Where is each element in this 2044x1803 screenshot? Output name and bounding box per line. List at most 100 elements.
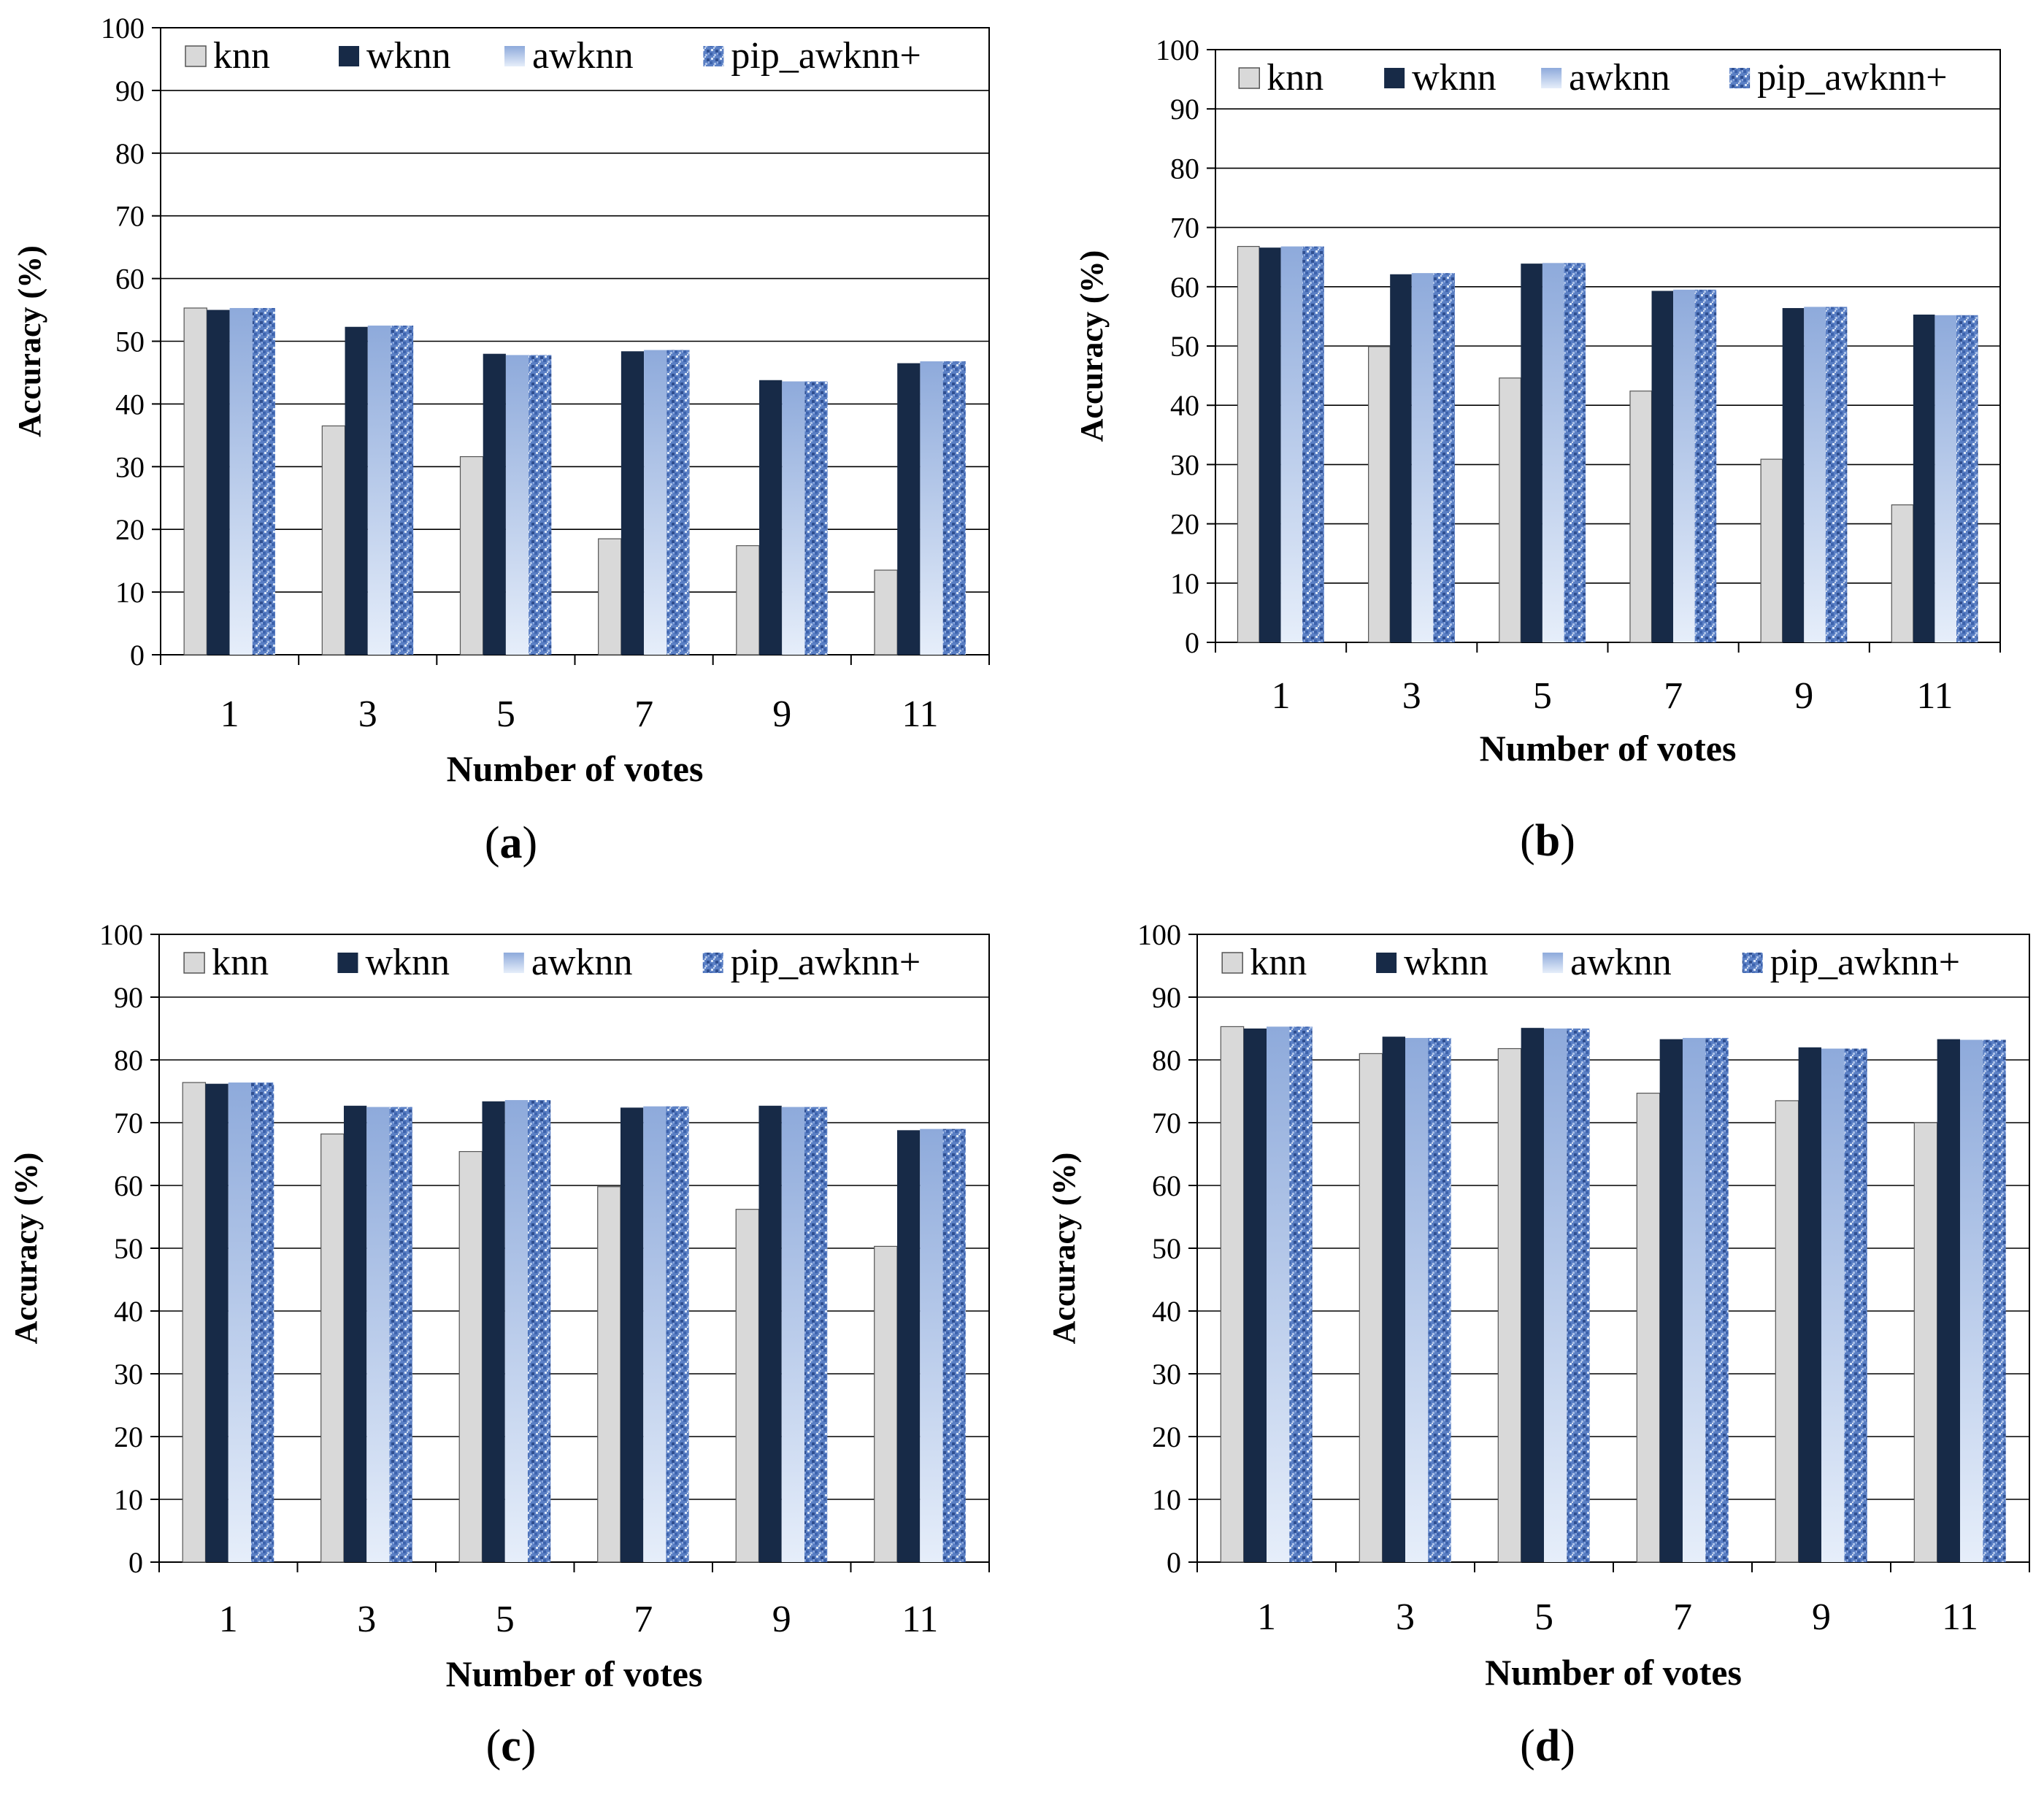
bar-knn-1 — [183, 307, 207, 656]
y-tick-label: 50 — [1152, 1232, 1181, 1265]
bar-pip-awknn--7 — [1694, 289, 1717, 642]
y-tick-label: 0 — [128, 1546, 143, 1579]
x-tick-label: 1 — [1272, 675, 1291, 717]
bar-pip-awknn--9 — [1844, 1048, 1867, 1562]
bar-knn-3 — [1359, 1053, 1383, 1563]
x-axis-title: Number of votes — [1480, 728, 1737, 769]
bar-wknn-9 — [1798, 1047, 1821, 1562]
chart-panel-a: 0 10 20 30 40 50 60 70 80 90 100 1 3 5 7 9 11 knn wknn awkn… — [12, 12, 990, 868]
y-tick-label: 60 — [1170, 271, 1199, 304]
legend-label-wknn: wknn — [366, 35, 451, 77]
legend-swatch-awknn — [1541, 68, 1562, 88]
x-axis-title: Number of votes — [1485, 1652, 1742, 1693]
bar-knn-9 — [1760, 458, 1783, 643]
bar-wknn-3 — [1382, 1037, 1405, 1562]
x-tick-label: 1 — [1257, 1596, 1276, 1638]
bar-pip-awknn--5 — [1567, 1029, 1590, 1562]
bar-awknn-5 — [1542, 263, 1564, 642]
legend-swatch-knn — [1221, 952, 1243, 974]
bar-wknn-9 — [759, 380, 783, 655]
x-tick-label: 1 — [219, 1599, 238, 1640]
bar-knn-7 — [1636, 1092, 1661, 1563]
legend-swatch-wknn — [337, 953, 358, 973]
y-tick-label: 0 — [1167, 1546, 1181, 1579]
x-tick-label: 1 — [220, 693, 239, 735]
y-tick-label: 40 — [114, 1295, 143, 1328]
bar-pip-awknn--9 — [1825, 307, 1848, 642]
bar-wknn-7 — [1659, 1039, 1683, 1562]
y-tick-label: 50 — [115, 326, 145, 358]
y-tick-label: 40 — [1152, 1295, 1181, 1328]
bar-pip-awknn--1 — [1302, 246, 1324, 643]
bar-wknn-7 — [620, 1107, 644, 1562]
panel-label: (d) — [1520, 1721, 1575, 1771]
bar-knn-11 — [1913, 1122, 1938, 1563]
y-tick-label: 80 — [114, 1044, 143, 1077]
y-tick-label: 10 — [114, 1483, 143, 1516]
x-tick-label: 3 — [357, 1599, 376, 1640]
x-tick-label: 5 — [1534, 1596, 1553, 1638]
bar-knn-9 — [1775, 1100, 1799, 1563]
legend-label-pip-awknn-: pip_awknn+ — [1757, 57, 1947, 99]
bar-wknn-7 — [1651, 291, 1674, 642]
bar-pip-awknn--11 — [942, 1129, 966, 1562]
y-tick-label: 100 — [101, 12, 145, 45]
bar-pip-awknn--11 — [1983, 1039, 2006, 1562]
bar-awknn-11 — [1934, 315, 1956, 642]
legend-label-pip-awknn-: pip_awknn+ — [731, 35, 921, 77]
bar-knn-9 — [736, 545, 760, 656]
bar-awknn-7 — [1673, 289, 1695, 642]
bar-awknn-5 — [504, 1100, 529, 1562]
bar-awknn-3 — [367, 326, 391, 655]
bar-pip-awknn--1 — [251, 1082, 274, 1562]
bar-pip-awknn--3 — [1428, 1037, 1451, 1562]
legend-label-awknn: awknn — [532, 35, 634, 77]
bar-knn-5 — [1499, 377, 1521, 643]
y-tick-label: 90 — [1152, 981, 1181, 1014]
x-tick-label: 11 — [1916, 675, 1953, 717]
bar-pip-awknn--3 — [390, 326, 414, 655]
legend-label-knn: knn — [213, 35, 270, 77]
chart-panel-d: 0 10 20 30 40 50 60 70 80 90 100 1 3 5 7 9 11 knn wknn awkn… — [1046, 918, 2030, 1771]
bar-wknn-11 — [1937, 1039, 1960, 1562]
bar-knn-11 — [874, 1245, 898, 1563]
bar-wknn-9 — [758, 1105, 782, 1562]
y-tick-label: 30 — [1152, 1358, 1181, 1391]
bar-pip-awknn--11 — [1956, 315, 1978, 642]
y-tick-label: 20 — [114, 1421, 143, 1453]
legend-label-wknn: wknn — [1412, 57, 1496, 99]
y-tick-label: 100 — [1156, 34, 1199, 66]
y-tick-label: 90 — [114, 981, 143, 1014]
y-tick-label: 80 — [1170, 152, 1199, 185]
bar-wknn-3 — [345, 326, 368, 655]
x-tick-label: 9 — [1812, 1596, 1831, 1638]
bar-wknn-7 — [620, 351, 645, 655]
y-tick-label: 100 — [1137, 918, 1181, 951]
bar-wknn-1 — [207, 310, 230, 655]
y-axis-title: Accuracy (%) — [8, 1153, 44, 1345]
x-tick-label: 5 — [496, 693, 515, 735]
bar-wknn-1 — [1243, 1029, 1267, 1562]
y-tick-label: 10 — [115, 576, 145, 609]
bar-awknn-7 — [644, 350, 667, 655]
legend-swatch-wknn — [1376, 953, 1397, 973]
legend-swatch-knn — [183, 952, 205, 974]
y-tick-label: 60 — [115, 263, 145, 296]
legend-swatch-pip-awknn- — [1729, 68, 1751, 88]
bar-pip-awknn--5 — [1564, 263, 1586, 642]
bar-wknn-1 — [1259, 247, 1281, 642]
bar-wknn-5 — [482, 1101, 505, 1562]
y-axis-title: Accuracy (%) — [12, 245, 47, 437]
bar-awknn-1 — [1280, 246, 1303, 643]
bar-pip-awknn--7 — [666, 1106, 689, 1562]
legend-label-awknn: awknn — [531, 942, 633, 983]
legend-swatch-knn — [1238, 67, 1260, 89]
legend-label-knn: knn — [212, 942, 269, 983]
bar-pip-awknn--1 — [1289, 1026, 1313, 1562]
y-tick-label: 100 — [99, 918, 143, 951]
bar-knn-11 — [1891, 504, 1914, 643]
x-tick-label: 9 — [1794, 675, 1813, 717]
legend-swatch-awknn — [503, 953, 524, 973]
bar-awknn-5 — [505, 355, 529, 655]
bar-knn-11 — [874, 569, 898, 656]
